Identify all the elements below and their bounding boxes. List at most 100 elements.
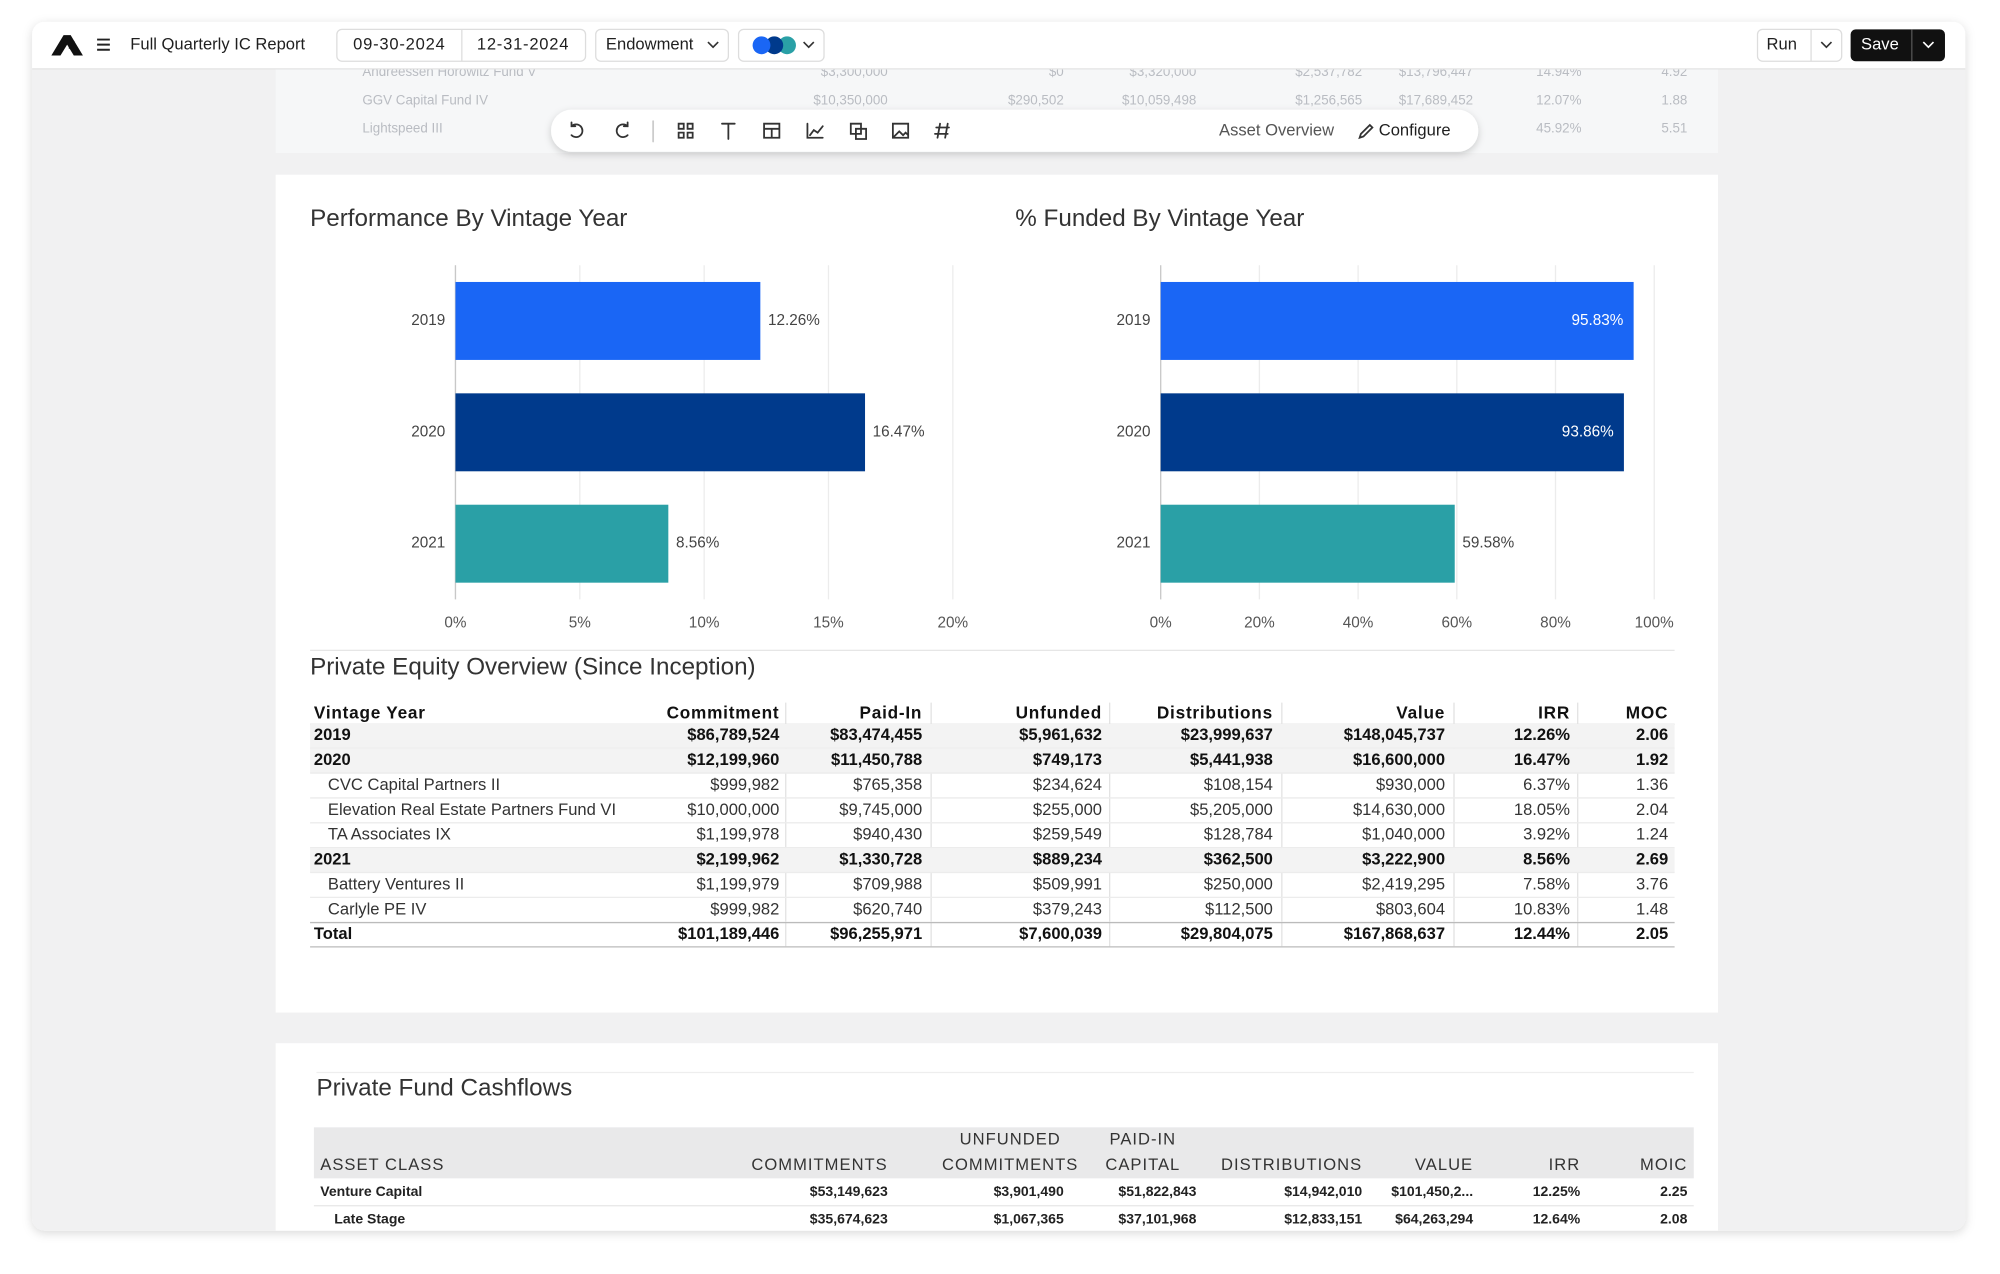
y-tick-label: 2021	[1116, 535, 1150, 552]
y-tick-label: 2021	[411, 535, 445, 552]
total-cell: $167,868,637	[1344, 924, 1445, 943]
redo-icon[interactable]	[615, 121, 629, 138]
text-icon[interactable]	[721, 122, 736, 140]
save-button[interactable]	[1850, 29, 1945, 62]
x-tick-label: 0%	[444, 615, 467, 632]
data-label: 12.26%	[768, 312, 820, 329]
cashflows-header-bg	[313, 1127, 1694, 1179]
x-tick-label: 10%	[689, 615, 720, 632]
faded-cell: $17,689,452	[1399, 92, 1473, 107]
table-cell: $250,000	[1204, 874, 1273, 893]
column-header: ASSET CLASS	[320, 1155, 444, 1174]
configure-button[interactable]: Configure	[1379, 121, 1451, 140]
table-cell: $749,173	[1033, 750, 1102, 769]
table-cell: 7.58%	[1523, 874, 1570, 893]
swatch	[752, 36, 771, 55]
total-cell: 12.44%	[1514, 924, 1570, 943]
group-row-bg	[310, 748, 1675, 773]
chart-icon[interactable]	[806, 122, 824, 139]
section-label: Asset Overview	[1219, 121, 1334, 140]
block-toolbar: Asset Overview Configure	[551, 109, 1479, 152]
table-cell: 1.48	[1636, 899, 1668, 918]
bar	[1160, 393, 1624, 472]
table-cell: 1.92	[1636, 750, 1668, 769]
table-cell: Venture Capital	[320, 1183, 422, 1199]
table-cell: 8.56%	[1523, 850, 1570, 869]
logo[interactable]	[51, 35, 83, 56]
top-bar-bg	[32, 21, 1966, 69]
table-cell: $5,441,938	[1190, 750, 1273, 769]
table-cell: $86,789,524	[687, 725, 780, 744]
x-tick-label: 0%	[1150, 615, 1173, 632]
total-cell: Total	[314, 924, 352, 943]
x-tick-label: 15%	[813, 615, 844, 632]
y-tick-label: 2019	[411, 312, 445, 329]
x-tick-label: 80%	[1540, 615, 1571, 632]
table-title: Private Equity Overview (Since Inception…	[310, 654, 756, 681]
table-cell: $3,901,490	[994, 1183, 1064, 1199]
table-cell: $940,430	[853, 825, 922, 844]
shape-icon[interactable]	[849, 122, 867, 140]
table-cell: $12,833,151	[1284, 1211, 1362, 1227]
faded-cell: 45.92%	[1536, 120, 1581, 135]
bar	[1160, 504, 1455, 583]
x-tick-label: 40%	[1343, 615, 1374, 632]
table-title: Private Fund Cashflows	[316, 1074, 572, 1101]
table-cell: TA Associates IX	[328, 825, 451, 844]
table-cell: $234,624	[1033, 775, 1102, 794]
save-menu[interactable]	[1922, 41, 1935, 49]
faded-cell: $10,059,498	[1122, 92, 1196, 107]
table-cell: 2.04	[1636, 800, 1668, 819]
table-icon[interactable]	[763, 122, 781, 139]
x-tick-label: 100%	[1635, 615, 1675, 632]
bar	[455, 393, 866, 472]
run-menu[interactable]	[1820, 41, 1833, 49]
table-cell: $16,600,000	[1353, 750, 1445, 769]
x-tick-label: 5%	[569, 615, 592, 632]
column-header: DISTRIBUTIONS	[1221, 1155, 1362, 1174]
column-header: PAID-IN	[1110, 1129, 1177, 1148]
swatch	[765, 36, 784, 55]
faded-cell: GGV Capital Fund IV	[362, 92, 488, 107]
table-cell: $148,045,737	[1344, 725, 1445, 744]
faded-cell: 12.07%	[1536, 92, 1581, 107]
chart-title: Performance By Vintage Year	[310, 205, 627, 232]
pencil-icon	[1358, 123, 1374, 140]
save-label[interactable]: Save	[1861, 35, 1899, 54]
table-cell: $999,982	[710, 775, 779, 794]
table-cell: $1,199,978	[696, 825, 779, 844]
start-date[interactable]: 09-30-2024	[353, 35, 445, 54]
table-cell: 2020	[314, 750, 351, 769]
undo-icon[interactable]	[570, 121, 584, 138]
number-icon[interactable]	[934, 122, 950, 139]
data-label: 95.83%	[1572, 312, 1624, 329]
run-button[interactable]	[1756, 28, 1843, 62]
table-cell: $37,101,968	[1118, 1211, 1196, 1227]
table-cell: $35,674,623	[810, 1211, 888, 1227]
table-cell: 1.36	[1636, 775, 1668, 794]
table-cell: $10,000,000	[687, 800, 779, 819]
image-icon[interactable]	[891, 122, 910, 139]
table-cell: CVC Capital Partners II	[328, 775, 500, 794]
y-tick-label: 2019	[1116, 312, 1150, 329]
table-cell: 2.69	[1636, 850, 1668, 869]
table-cell: 3.76	[1636, 874, 1668, 893]
table-cell: $620,740	[853, 899, 922, 918]
end-date[interactable]: 12-31-2024	[477, 35, 569, 54]
bar	[455, 281, 761, 360]
column-header: COMMITMENTS	[942, 1155, 1078, 1174]
menu-icon[interactable]	[97, 38, 110, 51]
table-cell: $51,822,843	[1118, 1183, 1196, 1199]
widget-icon[interactable]	[677, 122, 694, 139]
table-cell: 10.83%	[1514, 899, 1570, 918]
table-cell: $1,040,000	[1362, 825, 1445, 844]
table-cell: $64,263,294	[1395, 1211, 1473, 1227]
table-cell: $2,419,295	[1362, 874, 1445, 893]
total-cell: $29,804,075	[1181, 924, 1273, 943]
run-label[interactable]: Run	[1767, 35, 1797, 54]
portfolio-select[interactable]	[595, 28, 730, 62]
chart-title: % Funded By Vintage Year	[1015, 205, 1304, 232]
y-tick-label: 2020	[1116, 423, 1150, 440]
table-cell: 3.92%	[1523, 825, 1570, 844]
bar	[1160, 281, 1634, 360]
